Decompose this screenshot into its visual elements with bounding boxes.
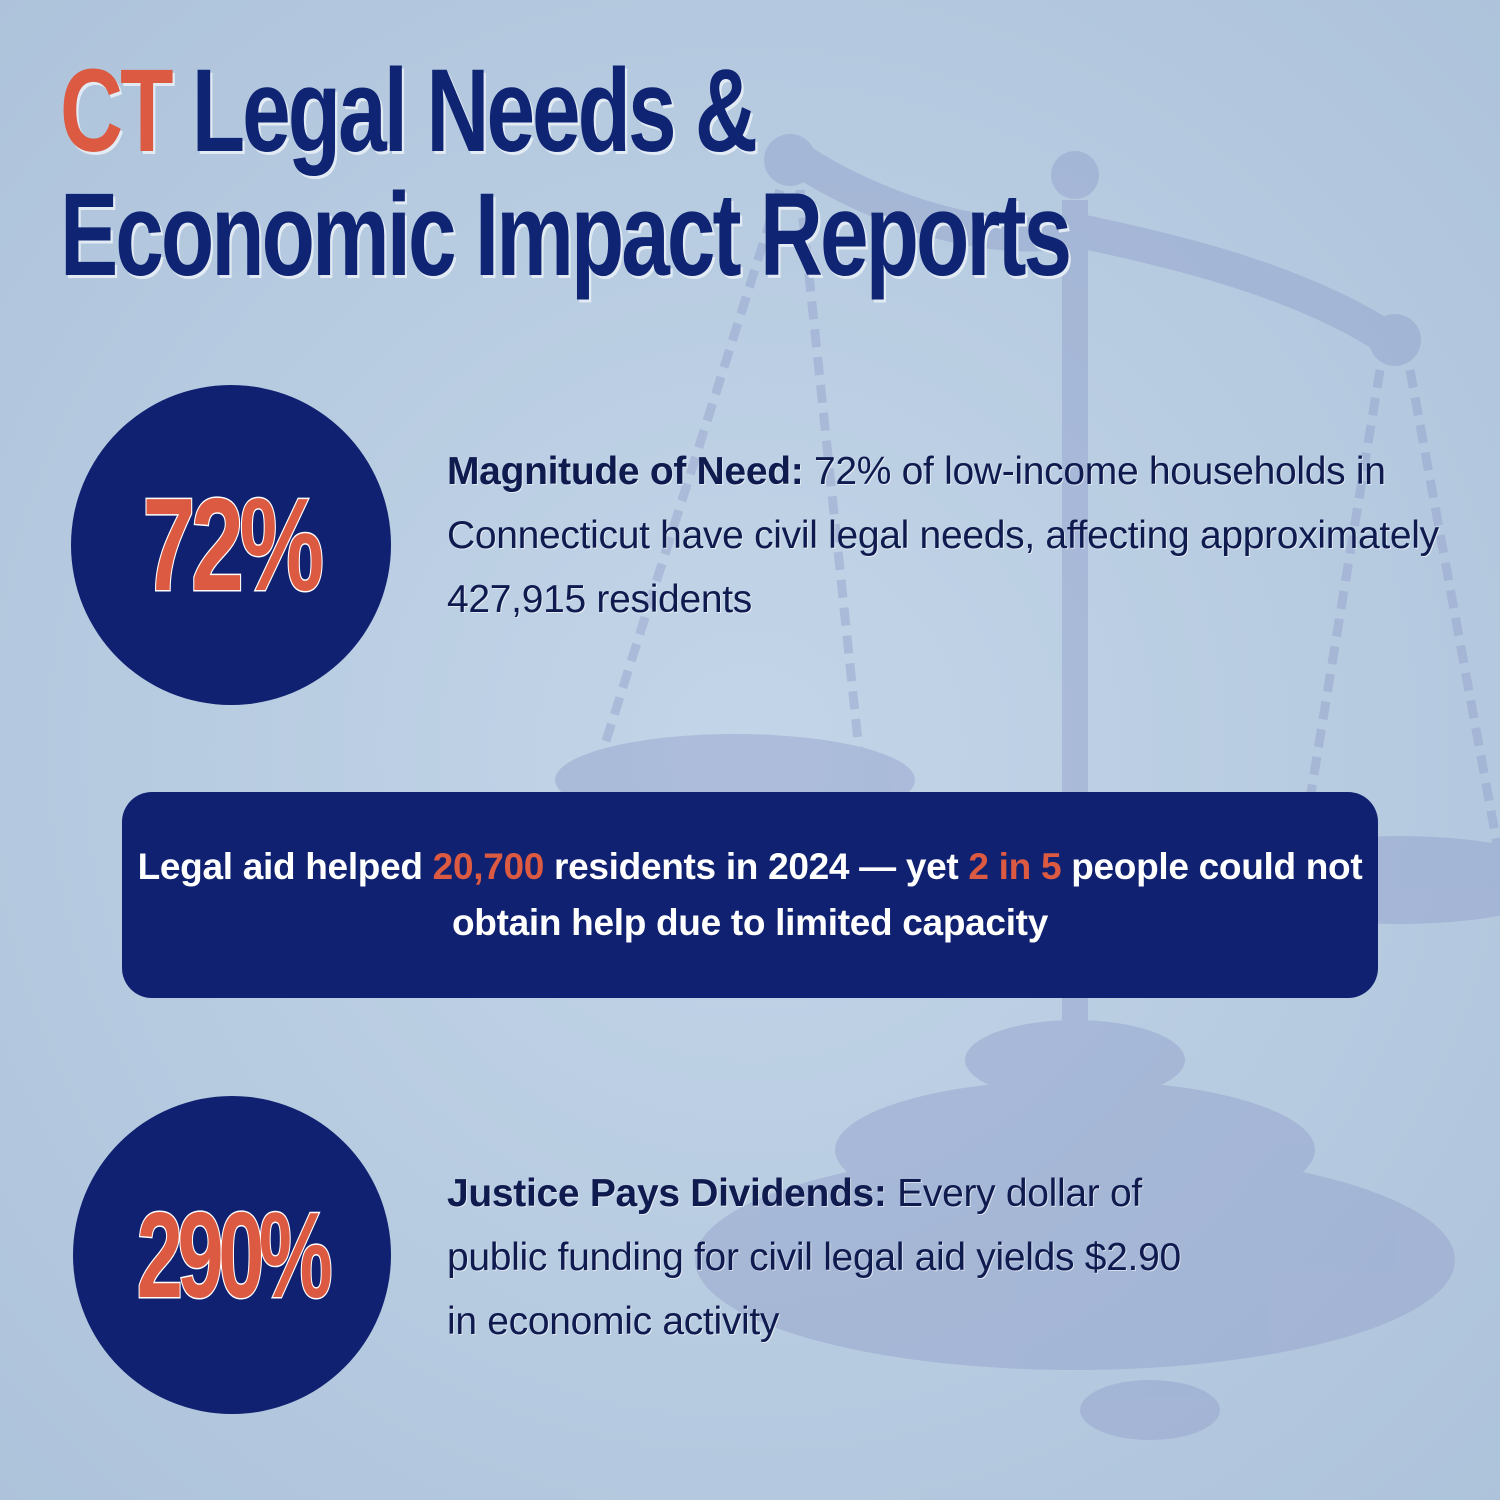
stat-circle-290: 290%: [73, 1096, 391, 1414]
stat-value-72: 72%: [141, 471, 325, 618]
callout-part-2: residents in 2024 — yet: [544, 846, 969, 887]
callout-part-1: Legal aid helped: [137, 846, 433, 887]
callout-part-3: people could not obtain help due to limi…: [452, 846, 1363, 943]
stat-label-need: Magnitude of Need:: [447, 450, 804, 493]
callout-text: Legal aid helped 20,700 residents in 202…: [122, 839, 1378, 951]
page-title-line-2: Economic Impact Reports: [60, 169, 1072, 301]
stat-label-dividends: Justice Pays Dividends:: [447, 1172, 887, 1215]
stat-description-dividends: Justice Pays Dividends: Every dollar of …: [447, 1162, 1207, 1354]
stat-value-290: 290%: [136, 1187, 334, 1323]
callout-banner: Legal aid helped 20,700 residents in 202…: [122, 792, 1378, 998]
stat-description-need: Magnitude of Need: 72% of low-income hou…: [447, 440, 1487, 632]
stat-body-dividends: Every dollar of public funding for civil…: [447, 1172, 1181, 1343]
callout-highlight-ratio: 2 in 5: [968, 846, 1062, 887]
title-line-1-rest: Legal Needs &: [170, 45, 758, 177]
callout-highlight-residents: 20,700: [432, 846, 545, 887]
stat-circle-72: 72%: [71, 385, 391, 705]
title-accent: CT: [60, 45, 173, 177]
stat-body-need: 72% of low-income households in Connecti…: [447, 450, 1439, 621]
page-title-line-1: CT Legal Needs &: [60, 52, 758, 170]
